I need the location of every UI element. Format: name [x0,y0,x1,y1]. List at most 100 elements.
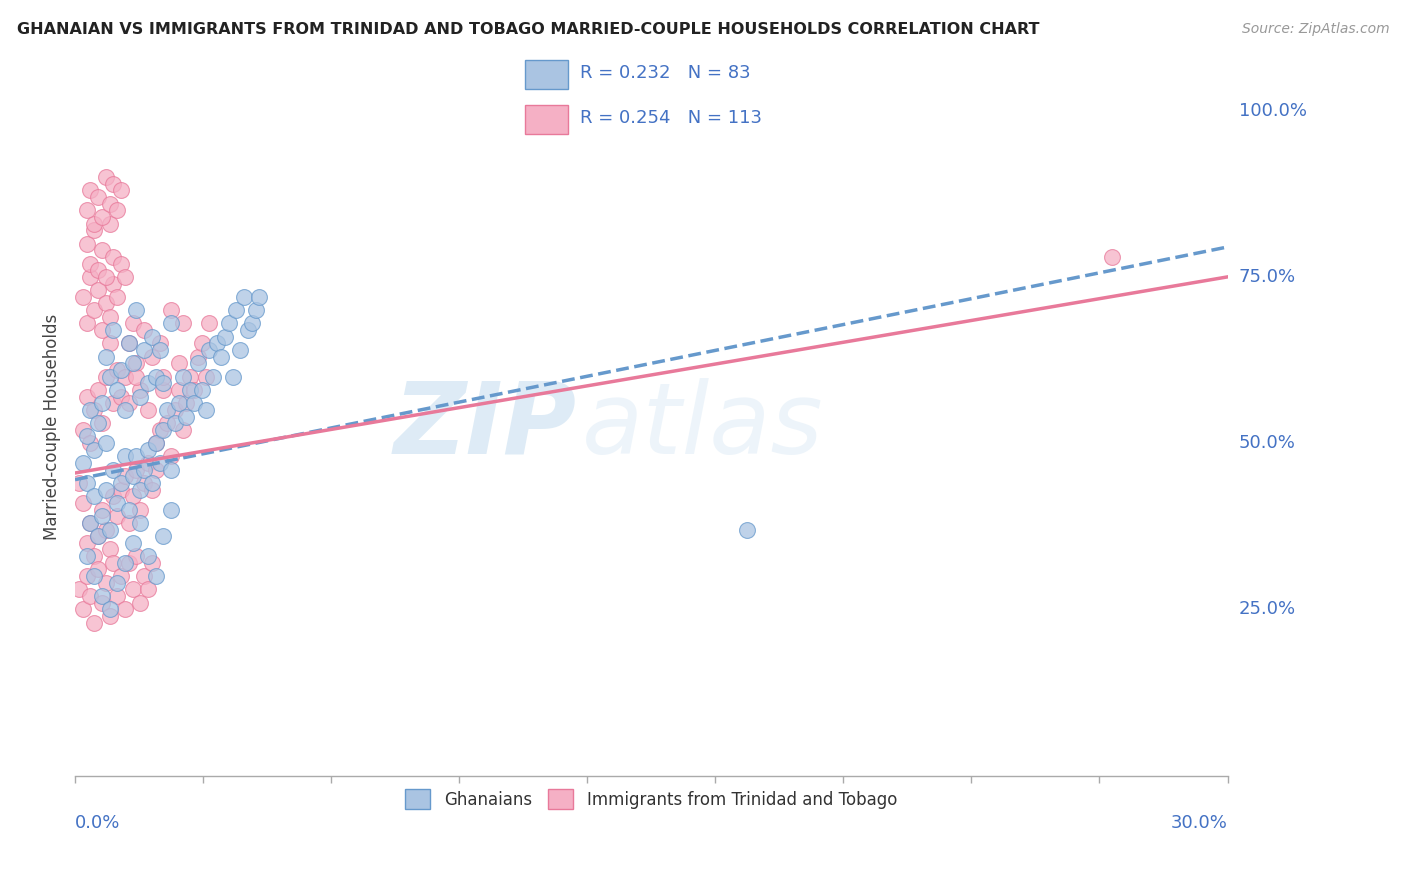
Point [83,223,105,237]
Point [94,350,117,364]
Point [83,489,105,503]
Point [152,423,174,437]
Point [72,496,94,510]
Point [87,416,110,430]
Point [103,489,125,503]
Point [90,502,112,516]
Point [67,475,90,490]
Point [121,489,143,503]
Point [103,323,125,337]
Text: R = 0.232   N = 83: R = 0.232 N = 83 [579,64,751,82]
Point [163,416,186,430]
Point [98,310,121,324]
Point [134,323,156,337]
Point [98,609,121,624]
Text: 50.0%: 50.0% [1239,434,1295,452]
Point [118,336,141,351]
Point [191,383,214,397]
Point [129,502,152,516]
Point [167,396,190,410]
Point [176,409,198,424]
Point [83,569,105,583]
Point [94,369,117,384]
Point [205,336,228,351]
Point [194,402,217,417]
Point [118,396,141,410]
Point [90,416,112,430]
Point [145,463,167,477]
Point [160,502,183,516]
Point [79,269,101,284]
Point [1101,250,1123,264]
Point [72,423,94,437]
Point [114,369,136,384]
Point [141,350,163,364]
Text: atlas: atlas [582,378,824,475]
Point [233,290,256,304]
Point [179,369,201,384]
Point [134,463,156,477]
Point [94,575,117,590]
Point [105,383,128,397]
Point [105,496,128,510]
Point [110,475,132,490]
Point [114,402,136,417]
Point [125,549,148,563]
Point [160,317,183,331]
Point [148,423,170,437]
Point [103,396,125,410]
Point [141,556,163,570]
Point [121,582,143,597]
Point [98,336,121,351]
Point [129,516,152,530]
Point [136,442,159,457]
Point [136,376,159,391]
Point [105,509,128,524]
Point [105,363,128,377]
Point [136,582,159,597]
Point [125,356,148,370]
Point [114,469,136,483]
Point [240,317,263,331]
Text: 30.0%: 30.0% [1171,814,1227,832]
Point [221,369,243,384]
Point [72,290,94,304]
Point [152,376,174,391]
Point [121,536,143,550]
Point [79,589,101,603]
Y-axis label: Married-couple Households: Married-couple Households [44,313,60,540]
Point [141,329,163,343]
Point [87,283,110,297]
Point [94,523,117,537]
Point [236,323,259,337]
Point [76,317,98,331]
Text: 75.0%: 75.0% [1239,268,1296,286]
Point [249,290,271,304]
Point [83,442,105,457]
Point [167,383,190,397]
Point [163,402,186,417]
Point [218,317,240,331]
Point [160,463,183,477]
Point [148,336,170,351]
Point [90,323,112,337]
Point [110,184,132,198]
Point [90,596,112,610]
Point [98,523,121,537]
Point [209,350,232,364]
Point [83,549,105,563]
Point [76,390,98,404]
Point [72,602,94,616]
Point [76,569,98,583]
Point [83,217,105,231]
Point [129,390,152,404]
Point [90,210,112,224]
Point [160,303,183,318]
Point [79,516,101,530]
Point [98,542,121,557]
Point [90,589,112,603]
Point [202,369,225,384]
Point [98,369,121,384]
Point [87,529,110,543]
Point [103,277,125,291]
